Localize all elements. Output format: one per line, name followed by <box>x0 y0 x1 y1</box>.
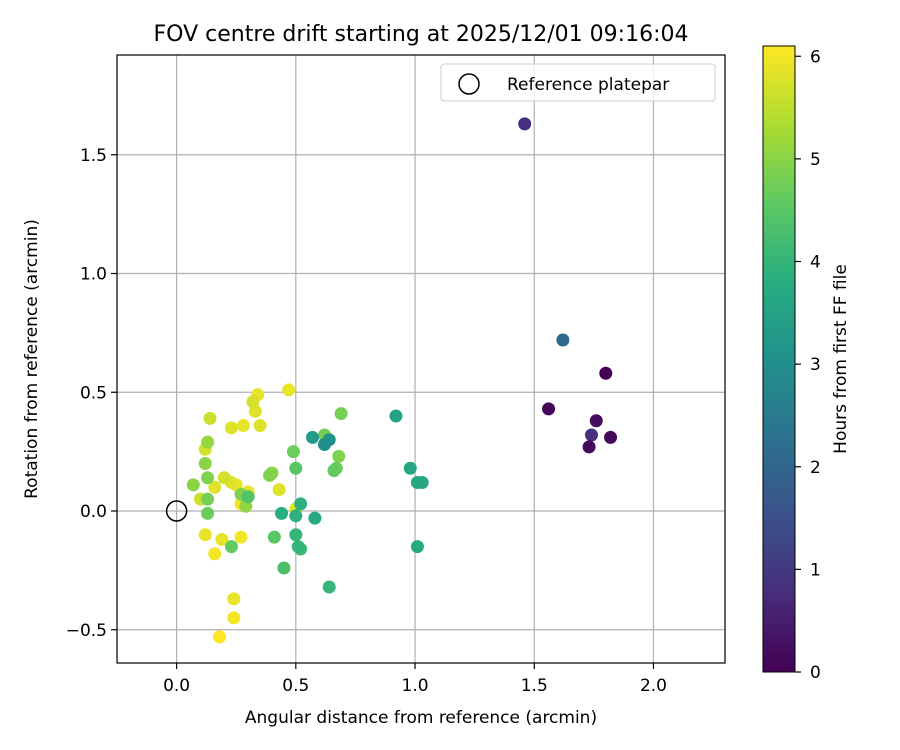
data-point <box>334 407 348 421</box>
colorbar-tick-label: 3 <box>810 355 821 375</box>
x-tick-label: 1.5 <box>521 676 548 696</box>
data-point <box>208 547 222 561</box>
data-point <box>224 421 238 435</box>
data-point <box>599 366 613 380</box>
data-point <box>389 409 403 423</box>
colorbar <box>762 45 796 673</box>
x-tick-label: 2.0 <box>640 676 667 696</box>
x-axis-label: Angular distance from reference (arcmin) <box>245 708 597 728</box>
chart-title: FOV centre drift starting at 2025/12/01 … <box>154 22 689 47</box>
reference-platepar-marker <box>165 500 188 522</box>
colorbar-tick-label: 1 <box>810 560 821 580</box>
data-point <box>198 457 212 470</box>
data-point <box>542 402 556 416</box>
data-point <box>589 414 603 428</box>
x-tick-label: 0.0 <box>163 676 190 696</box>
y-tick-label: 1.5 <box>80 146 107 166</box>
legend: Reference platepar <box>440 63 716 102</box>
data-points <box>186 117 618 644</box>
data-point <box>282 383 296 397</box>
data-point <box>267 530 281 544</box>
data-point <box>236 419 250 432</box>
data-point <box>201 492 215 506</box>
x-axis-ticks: 0.0 0.5 1.0 1.5 2.0 <box>163 663 667 696</box>
legend-entry-reference: Reference platepar <box>507 75 669 95</box>
data-point <box>582 440 596 454</box>
colorbar-label: Hours from first FF file <box>831 264 851 454</box>
data-point <box>604 430 618 444</box>
colorbar-tick-label: 0 <box>810 663 821 683</box>
data-point <box>263 468 277 482</box>
data-point <box>224 540 238 554</box>
data-point <box>186 478 200 492</box>
colorbar-tick-label: 5 <box>810 150 821 170</box>
data-point <box>227 611 241 625</box>
colorbar-tick-label: 2 <box>810 458 821 478</box>
y-tick-label: 0.5 <box>80 383 107 403</box>
grid-lines <box>117 55 725 663</box>
legend-box <box>440 63 716 102</box>
data-point <box>201 506 215 520</box>
reference-marker-group <box>165 500 188 522</box>
data-point <box>253 419 267 432</box>
data-point <box>215 533 229 546</box>
data-point <box>289 528 303 542</box>
data-point <box>332 449 346 463</box>
data-point <box>518 117 532 131</box>
data-point <box>556 333 570 347</box>
colorbar-tick-label: 6 <box>810 47 821 67</box>
data-point <box>289 461 303 475</box>
data-point <box>306 430 320 444</box>
data-point <box>275 506 289 520</box>
x-tick-label: 1.0 <box>402 676 429 696</box>
data-point <box>410 540 424 554</box>
y-tick-label: 0.0 <box>80 502 107 522</box>
data-point <box>403 461 417 475</box>
data-point <box>294 497 308 511</box>
data-point <box>217 471 231 485</box>
y-tick-label: −0.5 <box>66 621 107 641</box>
data-point <box>198 528 212 542</box>
data-point <box>327 464 341 478</box>
plot-frame <box>116 54 726 664</box>
data-point <box>277 561 291 575</box>
x-tick-label: 0.5 <box>282 676 309 696</box>
data-point <box>213 630 227 644</box>
y-tick-label: 1.0 <box>80 265 107 285</box>
y-axis-ticks: −0.5 0.0 0.5 1.0 1.5 <box>66 146 117 641</box>
colorbar-ticks: 0 1 2 3 4 5 6 <box>795 47 821 683</box>
y-axis-label: Rotation from reference (arcmin) <box>22 219 42 499</box>
data-point <box>234 530 248 544</box>
data-point <box>308 511 322 525</box>
data-point <box>317 438 331 451</box>
data-point <box>201 435 215 449</box>
data-point <box>289 509 303 523</box>
legend-reference-marker <box>458 73 480 95</box>
colorbar-tick-label: 4 <box>810 253 821 273</box>
data-point <box>246 395 260 409</box>
data-point <box>584 428 598 442</box>
data-point <box>241 490 255 504</box>
data-point <box>286 445 300 459</box>
data-point <box>208 480 222 494</box>
data-point <box>203 411 217 425</box>
data-point <box>415 476 429 489</box>
data-point <box>322 580 336 594</box>
data-point <box>272 483 286 497</box>
data-point <box>291 540 305 554</box>
data-point <box>227 592 241 606</box>
data-point <box>201 471 215 485</box>
